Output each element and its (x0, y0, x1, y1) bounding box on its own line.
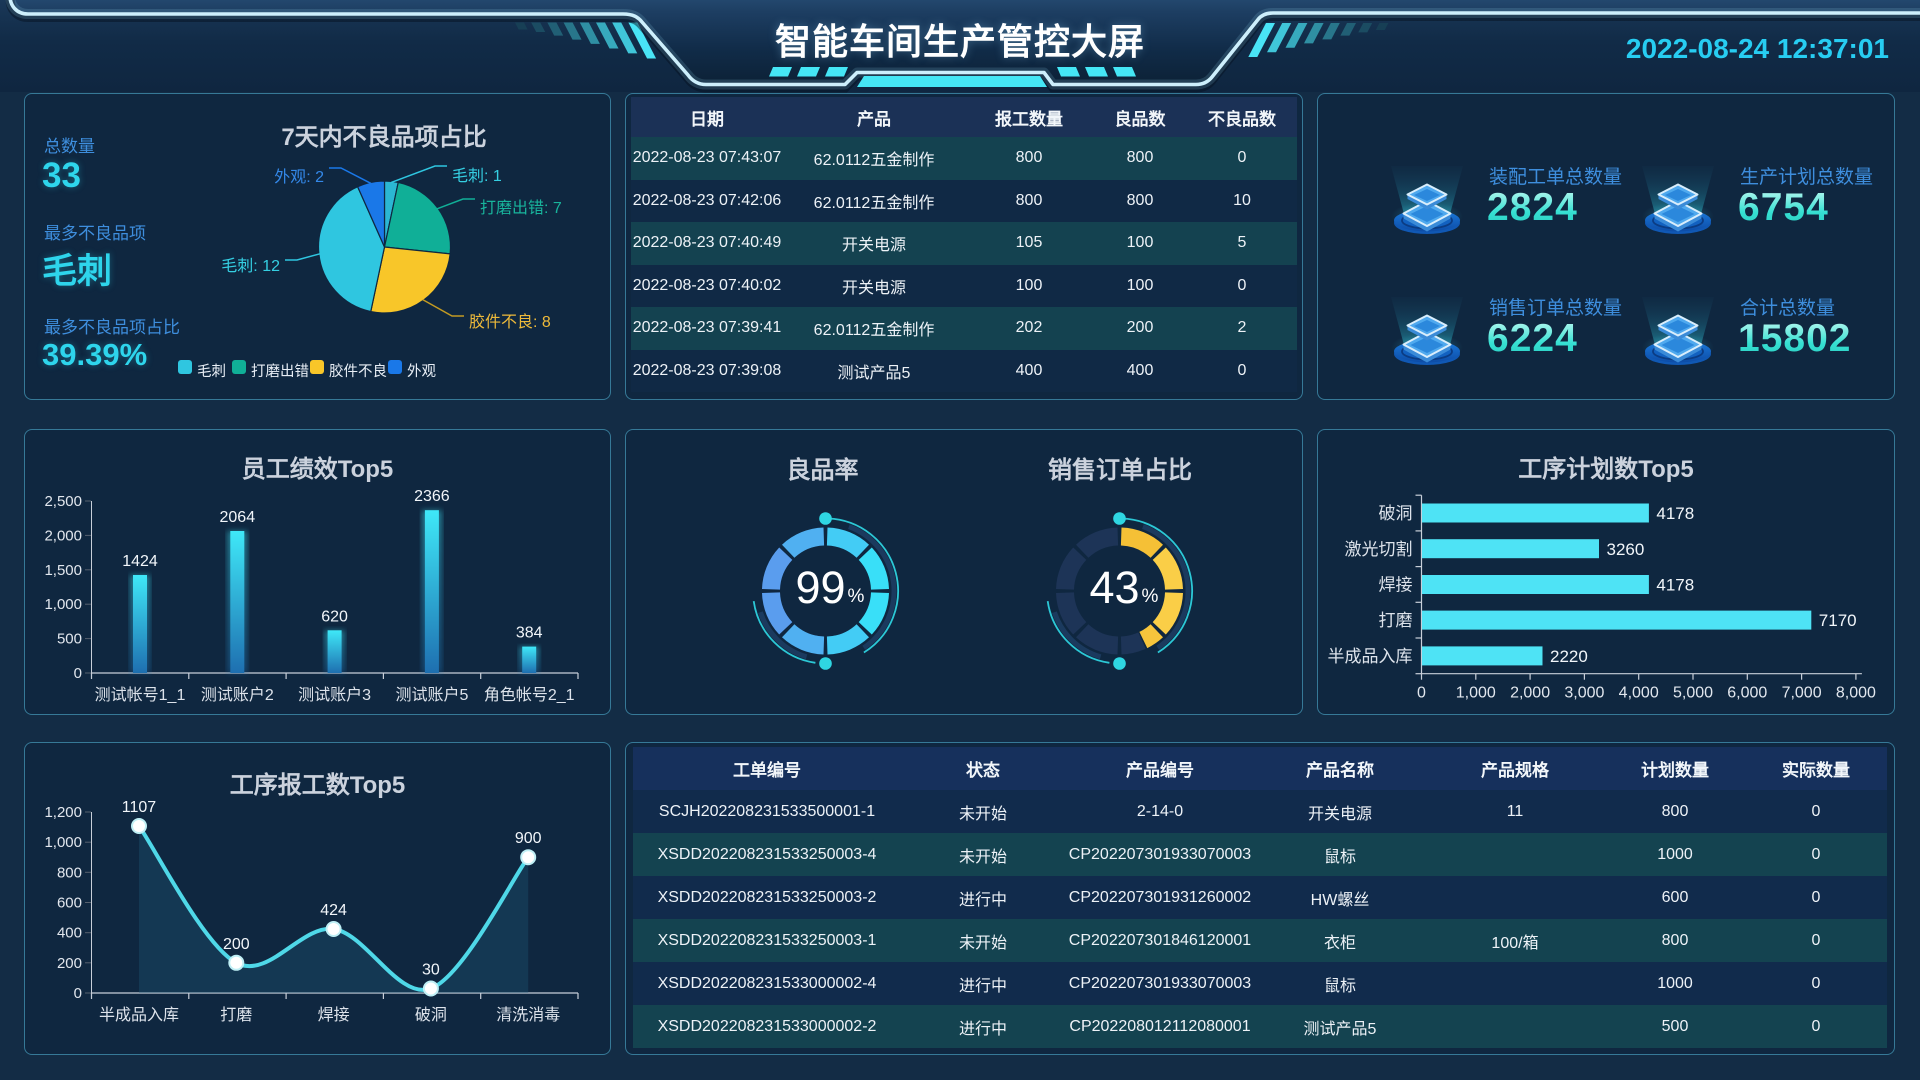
svg-text:%: % (848, 586, 865, 607)
svg-text:99: 99 (795, 562, 845, 613)
svg-text:1,000: 1,000 (44, 834, 82, 851)
svg-text:角色帐号2_1: 角色帐号2_1 (484, 686, 575, 704)
svg-text:3,000: 3,000 (1564, 685, 1604, 702)
svg-text:800: 800 (57, 864, 82, 881)
svg-text:半成品入库: 半成品入库 (99, 1006, 179, 1024)
svg-text:6,000: 6,000 (1727, 685, 1767, 702)
svg-text:600: 600 (57, 895, 82, 912)
svg-text:测试账户5: 测试账户5 (395, 686, 468, 704)
svg-text:400: 400 (57, 925, 82, 942)
svg-text:清洗消毒: 清洗消毒 (496, 1006, 560, 1024)
svg-text:43: 43 (1089, 562, 1139, 613)
svg-text:0: 0 (74, 985, 82, 1002)
svg-text:0: 0 (74, 665, 82, 682)
svg-text:30: 30 (422, 962, 440, 979)
svg-text:%: % (1142, 586, 1159, 607)
svg-text:424: 424 (320, 902, 347, 919)
svg-text:3260: 3260 (1607, 540, 1645, 559)
svg-text:2,500: 2,500 (44, 493, 82, 510)
svg-text:1,500: 1,500 (44, 562, 82, 579)
svg-text:200: 200 (57, 955, 82, 972)
svg-text:打磨: 打磨 (220, 1006, 252, 1024)
svg-text:1107: 1107 (122, 799, 157, 816)
svg-text:2,000: 2,000 (44, 527, 82, 544)
svg-text:7170: 7170 (1819, 611, 1857, 630)
svg-text:2064: 2064 (220, 509, 256, 526)
svg-text:焊接: 焊接 (1379, 576, 1413, 595)
svg-text:1424: 1424 (122, 553, 158, 570)
svg-text:激光切割: 激光切割 (1345, 540, 1413, 559)
svg-text:4178: 4178 (1656, 576, 1694, 595)
svg-text:1,000: 1,000 (44, 596, 82, 613)
svg-text:4178: 4178 (1656, 504, 1694, 523)
svg-text:620: 620 (321, 608, 348, 625)
svg-text:测试帐号1_1: 测试帐号1_1 (95, 686, 186, 704)
svg-text:500: 500 (57, 631, 82, 648)
svg-text:7,000: 7,000 (1782, 685, 1822, 702)
svg-text:2366: 2366 (414, 488, 450, 505)
svg-text:打磨: 打磨 (1379, 611, 1413, 630)
svg-text:1,200: 1,200 (44, 804, 82, 821)
svg-text:破洞: 破洞 (1379, 504, 1413, 523)
svg-text:384: 384 (516, 625, 543, 642)
svg-text:1,000: 1,000 (1456, 685, 1496, 702)
svg-text:测试账户2: 测试账户2 (201, 686, 274, 704)
svg-text:0: 0 (1417, 685, 1426, 702)
svg-text:焊接: 焊接 (318, 1006, 350, 1024)
svg-text:8,000: 8,000 (1836, 685, 1876, 702)
svg-text:半成品入库: 半成品入库 (1328, 647, 1413, 666)
svg-text:2,000: 2,000 (1510, 685, 1550, 702)
svg-text:900: 900 (515, 830, 542, 847)
svg-text:2220: 2220 (1550, 647, 1588, 666)
svg-text:破洞: 破洞 (415, 1006, 447, 1024)
svg-text:200: 200 (223, 936, 250, 953)
svg-text:5,000: 5,000 (1673, 685, 1713, 702)
svg-text:测试账户3: 测试账户3 (298, 686, 371, 704)
svg-text:4,000: 4,000 (1619, 685, 1659, 702)
